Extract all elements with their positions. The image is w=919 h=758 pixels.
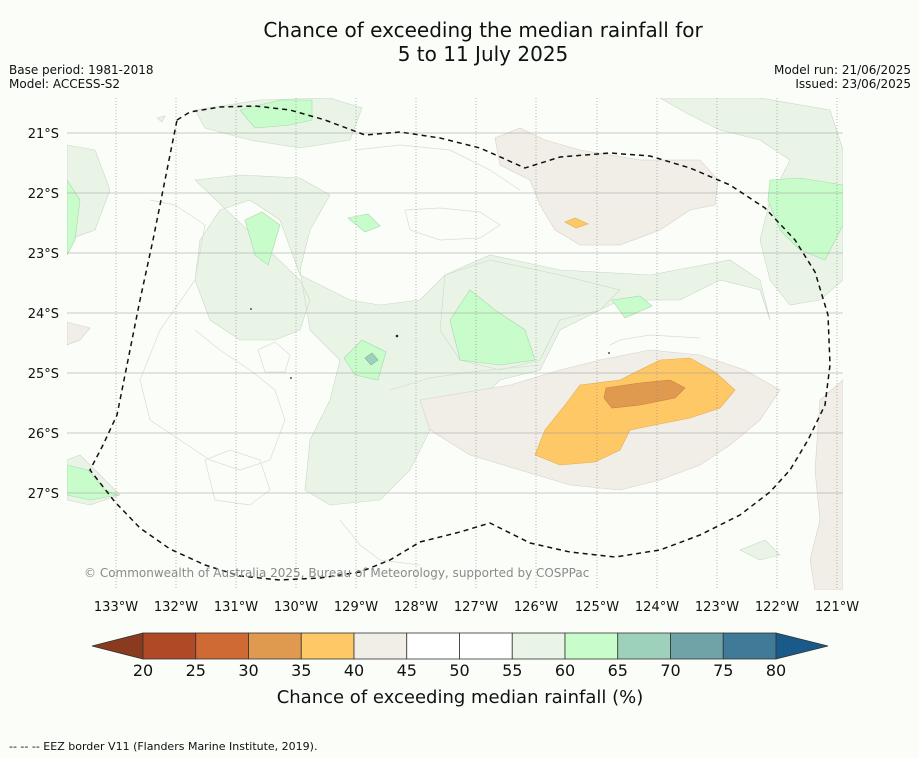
lat-label: 27°S (28, 487, 59, 502)
lat-labels: 21°S 22°S 23°S 24°S 25°S 26°S 27°S (28, 127, 59, 502)
lat-label: 24°S (28, 307, 59, 322)
colorbar-tick-label: 40 (344, 661, 364, 680)
colorbar-tick-label: 60 (555, 661, 575, 680)
title-line-2: 5 to 11 July 2025 (397, 42, 569, 66)
colorbar-box (353, 632, 408, 660)
lat-label: 22°S (28, 187, 59, 202)
lon-label: 122°W (755, 600, 799, 615)
colorbar-tick-label: 75 (713, 661, 733, 680)
colorbar-box (722, 632, 777, 660)
issued-date: Issued: 23/06/2025 (795, 77, 911, 91)
colorbar-box (142, 632, 197, 660)
lon-label: 133°W (94, 600, 138, 615)
lon-label: 130°W (274, 600, 318, 615)
colorbar-tick-label: 35 (291, 661, 311, 680)
colorbar-box (511, 632, 566, 660)
region-65-70 (364, 352, 379, 366)
model-name: Model: ACCESS-S2 (9, 77, 121, 91)
lon-label: 126°W (514, 600, 558, 615)
map-title: Chance of exceeding the median rainfall … (0, 18, 919, 66)
contour-lines (139, 144, 701, 566)
colorbar-tick-label: 65 (608, 661, 628, 680)
map-panel: © Commonwealth of Australia 2025, Bureau… (67, 98, 843, 590)
region-30-35 (603, 379, 686, 409)
copyright-text: © Commonwealth of Australia 2025, Bureau… (84, 566, 589, 580)
lat-label: 25°S (28, 367, 59, 382)
colorbar-box (248, 632, 302, 660)
lat-grid-lines (67, 132, 843, 494)
colorbar-tick-label: 30 (238, 661, 258, 680)
meta-left: Base period: 1981-2018 Model: ACCESS-S2 (9, 63, 154, 91)
colorbar-extend-high (775, 632, 829, 660)
lon-label: 121°W (815, 600, 859, 615)
base-period: Base period: 1981-2018 (9, 63, 154, 77)
grid-lines (115, 98, 838, 590)
small-marks (250, 308, 610, 379)
model-run: Model run: 21/06/2025 (773, 63, 911, 77)
meta-right: Model run: 21/06/2025 Issued: 23/06/2025 (774, 63, 911, 91)
colorbar-box (459, 632, 513, 660)
colorbar-box (406, 632, 460, 660)
lon-label: 125°W (575, 600, 619, 615)
colorbar-tick-label: 45 (397, 661, 417, 680)
regions-35-40 (534, 217, 736, 466)
regions-60-65 (67, 99, 843, 501)
colorbar-tick-label: 80 (766, 661, 786, 680)
lon-label: 132°W (154, 600, 198, 615)
lat-label: 26°S (28, 427, 59, 442)
lon-label: 128°W (394, 600, 438, 615)
colorbar-tick-label: 50 (449, 661, 469, 680)
eez-border (89, 105, 831, 581)
lat-label: 23°S (28, 247, 59, 262)
colorbar-box (617, 632, 671, 660)
title-line-1: Chance of exceeding the median rainfall … (263, 18, 703, 42)
eez-footnote: -- -- -- EEZ border V11 (Flanders Marine… (9, 740, 318, 753)
colorbar-box (670, 632, 724, 660)
colorbar (91, 632, 829, 660)
colorbar-box (300, 632, 355, 660)
lon-label: 123°W (695, 600, 739, 615)
colorbar-tick-label: 70 (660, 661, 680, 680)
colorbar-box (564, 632, 619, 660)
colorbar-ticks: 20 25 30 35 40 45 50 55 60 65 70 75 80 (133, 661, 786, 680)
colorbar-label: Chance of exceeding median rainfall (%) (277, 687, 644, 708)
colorbar-tick-label: 20 (133, 661, 153, 680)
lon-label: 124°W (635, 600, 679, 615)
lon-labels: 133°W 132°W 131°W 130°W 129°W 128°W 127°… (94, 600, 859, 615)
lon-label: 131°W (214, 600, 258, 615)
lat-label: 21°S (28, 127, 59, 142)
colorbar-tick-label: 55 (502, 661, 522, 680)
colorbar-box (195, 632, 249, 660)
colorbar-tick-label: 25 (186, 661, 206, 680)
lon-label: 129°W (334, 600, 378, 615)
lon-label: 127°W (454, 600, 498, 615)
colorbar-extend-low (91, 632, 144, 660)
